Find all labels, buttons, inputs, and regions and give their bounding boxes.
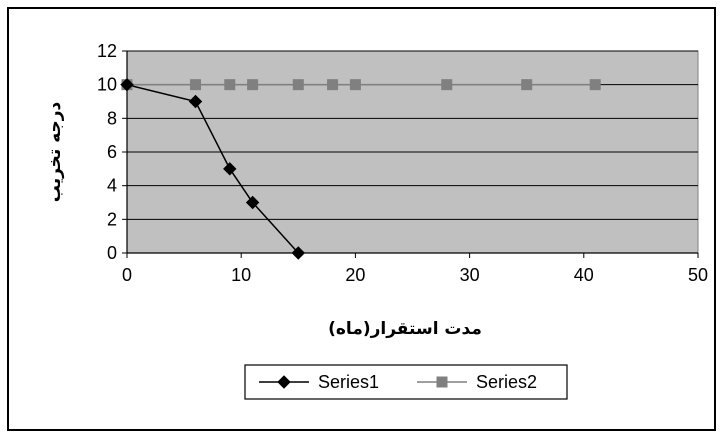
data-point-series1 xyxy=(245,195,260,210)
y-tick-label: 8 xyxy=(107,108,117,128)
legend-marker-series1 xyxy=(277,375,291,389)
data-point-series2 xyxy=(247,79,259,91)
x-tick-label: 30 xyxy=(460,265,480,285)
y-tick-label: 6 xyxy=(107,142,117,162)
legend-marker-series2 xyxy=(436,376,448,388)
x-tick-label: 40 xyxy=(574,265,594,285)
y-tick-labels: 0 2 4 6 8 10 12 xyxy=(97,41,117,263)
data-point-series2 xyxy=(190,79,202,91)
legend-box xyxy=(244,364,568,400)
data-point-series1 xyxy=(188,94,203,109)
y-tick-label: 10 xyxy=(97,75,117,95)
x-tick-label: 20 xyxy=(345,265,365,285)
data-point-series1 xyxy=(291,246,306,260)
x-tick-labels: 0 10 20 30 40 50 xyxy=(122,265,708,285)
data-point-series2 xyxy=(292,79,304,91)
y-tick-label: 2 xyxy=(107,209,117,229)
data-point-series1 xyxy=(120,77,134,92)
data-point-series2 xyxy=(521,79,533,91)
axes xyxy=(122,50,699,258)
legend-label-series1: Series1 xyxy=(318,372,379,392)
legend: Series1 Series2 xyxy=(244,364,568,400)
series-markers xyxy=(120,77,601,260)
y-tick-label: 12 xyxy=(97,41,117,61)
data-point-series1 xyxy=(223,162,237,176)
y-tick-label: 4 xyxy=(107,176,117,196)
x-tick-label: 10 xyxy=(231,265,251,285)
data-point-series2 xyxy=(327,79,339,91)
x-tick-label: 50 xyxy=(688,265,708,285)
data-point-series2 xyxy=(224,79,236,91)
x-axis-title: مدت استقرار(ماه) xyxy=(328,319,482,339)
x-tick-label: 0 xyxy=(122,265,132,285)
data-point-series2 xyxy=(441,79,453,91)
y-axis-title: درجه تخريب xyxy=(45,101,65,202)
legend-label-series2: Series2 xyxy=(476,372,537,392)
data-point-series2 xyxy=(589,79,601,91)
data-point-series2 xyxy=(349,79,361,91)
y-tick-label: 0 xyxy=(107,243,117,263)
